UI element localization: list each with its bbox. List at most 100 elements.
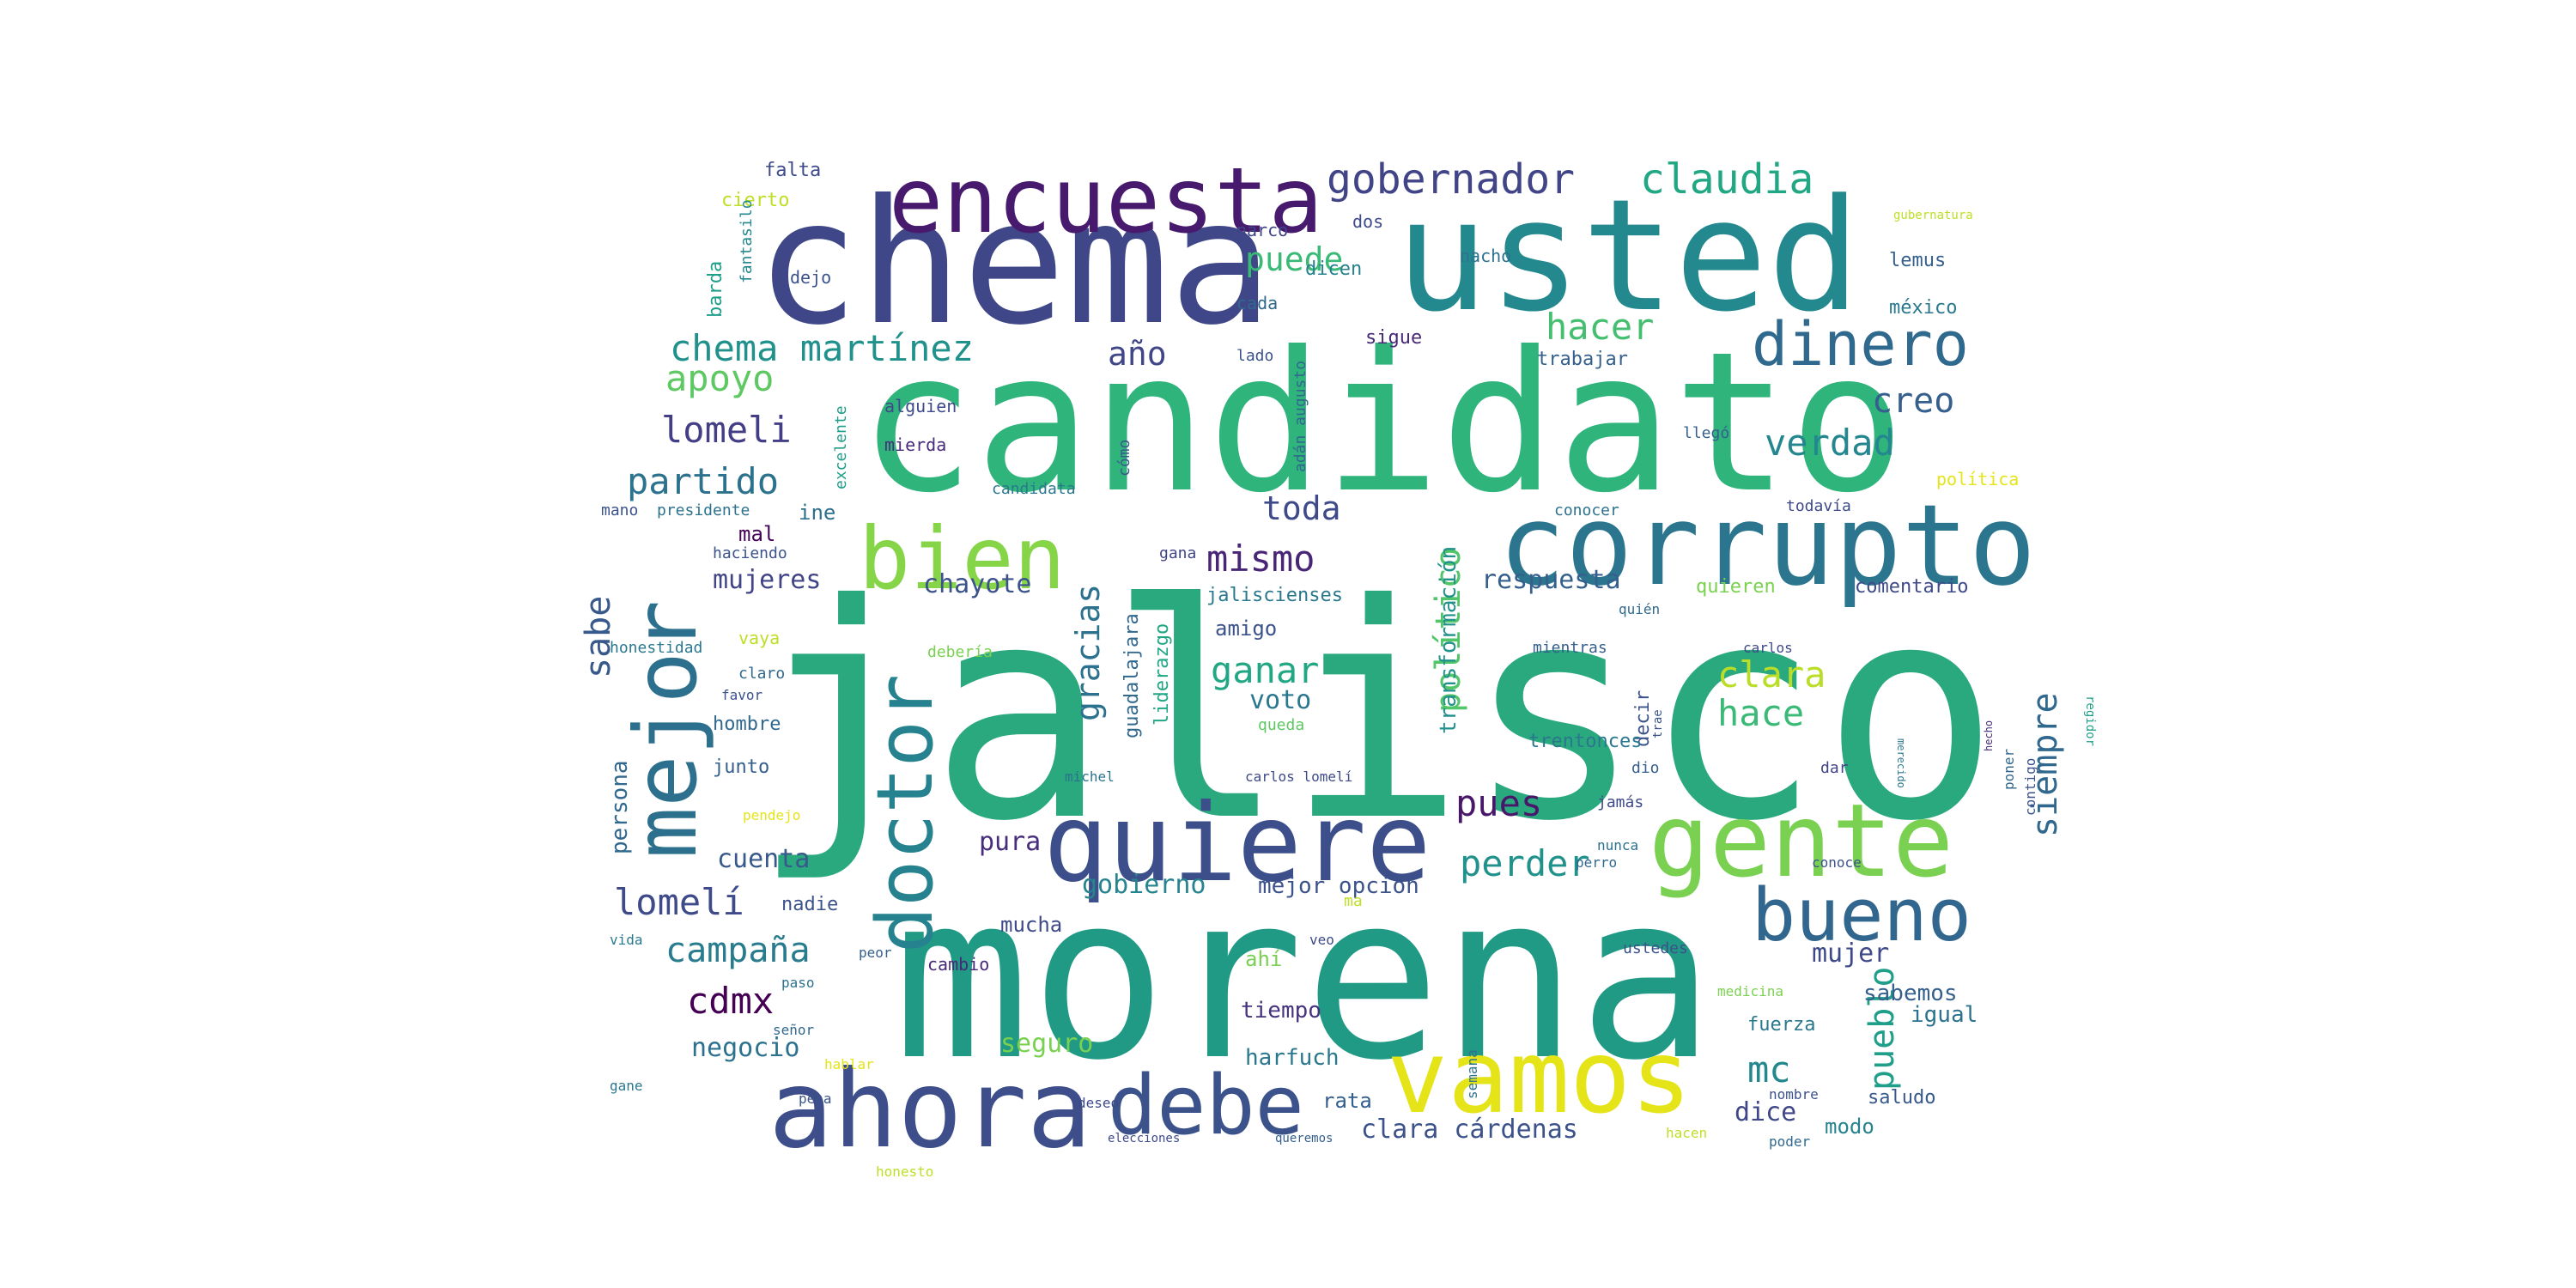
cloud-word: semana — [1464, 1049, 1480, 1099]
cloud-word: carlos — [1743, 640, 1793, 656]
cloud-word: toda — [1262, 489, 1341, 527]
cloud-word: mientras — [1533, 639, 1607, 657]
cloud-word: hacer — [1546, 306, 1654, 348]
cloud-word: siempre — [2026, 692, 2065, 837]
cloud-word: hacen — [1666, 1125, 1707, 1141]
cloud-word: señor — [773, 1022, 815, 1038]
cloud-word: dejo — [790, 267, 831, 288]
cloud-word: cierto — [721, 190, 789, 211]
cloud-word: morena — [893, 846, 1715, 1110]
cloud-word: conocer — [1554, 501, 1619, 519]
cloud-word: trabajar — [1537, 349, 1628, 370]
cloud-word: gobernador — [1327, 155, 1575, 204]
cloud-word: dicen — [1305, 258, 1362, 280]
cloud-word: mal — [738, 522, 775, 546]
medium-words: gobernador claudia chema martínez apoyo … — [579, 155, 2065, 1091]
cloud-word: política — [1936, 469, 2019, 489]
cloud-word: lomelí — [614, 881, 744, 923]
cloud-word: cada — [1236, 293, 1278, 313]
cloud-word: honestidad — [610, 639, 702, 657]
cloud-word: ahora — [769, 1048, 1091, 1172]
cloud-word: adán augusto — [1291, 361, 1309, 472]
cloud-word: regidor — [2083, 696, 2097, 746]
cloud-word: contigo — [2022, 758, 2038, 816]
cloud-word: candidato — [859, 311, 1905, 536]
cloud-word: cambio — [927, 954, 989, 975]
cloud-word: hombre — [713, 714, 781, 735]
cloud-word: conoce — [1812, 854, 1862, 871]
cloud-word: nadie — [781, 894, 838, 915]
cloud-word: poner — [2001, 748, 2017, 790]
cloud-word: persona — [607, 760, 633, 854]
cloud-word: quieren — [1696, 576, 1776, 598]
cloud-word: transformación — [1436, 546, 1461, 734]
cloud-word: seguro — [1000, 1029, 1093, 1059]
cloud-word: cdmx — [687, 980, 774, 1022]
cloud-word: gente — [1649, 781, 1953, 900]
cloud-word: comentario — [1855, 576, 1968, 598]
cloud-word: saludo — [1868, 1087, 1935, 1109]
cloud-word: trae — [1651, 709, 1665, 738]
cloud-word: favor — [721, 687, 763, 703]
cloud-word: sabemos — [1863, 981, 1958, 1006]
cloud-word: vaya — [738, 628, 780, 648]
cloud-word: respuesta — [1481, 565, 1621, 595]
cloud-word: pueblo — [1862, 967, 1902, 1091]
cloud-word: mejor — [616, 600, 716, 859]
cloud-word: junto — [713, 756, 769, 778]
cloud-word: barda — [705, 261, 726, 318]
cloud-word: lemus — [1889, 250, 1946, 271]
cloud-word: deseo — [1078, 1095, 1119, 1111]
cloud-word: nunca — [1597, 837, 1638, 854]
cloud-word: alguien — [884, 396, 957, 416]
cloud-word: falta — [764, 160, 821, 181]
cloud-word: gane — [610, 1078, 643, 1094]
cloud-word: jamás — [1597, 793, 1643, 811]
cloud-word: pura — [979, 827, 1041, 857]
cloud-word: dice — [1735, 1097, 1796, 1127]
cloud-word: mano — [601, 501, 638, 519]
cloud-word: mierda — [884, 434, 946, 455]
cloud-word: claro — [738, 665, 785, 683]
cloud-word: sigue — [1365, 327, 1422, 349]
cloud-word: vida — [610, 932, 643, 948]
cloud-word: queda — [1258, 716, 1304, 734]
cloud-word: pena — [799, 1091, 832, 1107]
cloud-word: gobierno — [1082, 870, 1206, 900]
cloud-word: fantasilo — [738, 199, 756, 283]
cloud-word: negocio — [691, 1033, 799, 1063]
cloud-word: puede — [1245, 240, 1343, 278]
cloud-word: dar — [1820, 759, 1849, 777]
cloud-word: chema martínez — [670, 327, 974, 369]
cloud-word: nacho — [1460, 246, 1511, 266]
cloud-word: hecho — [1983, 720, 1995, 751]
cloud-word: apoyo — [665, 357, 774, 399]
cloud-word: cuenta — [717, 844, 810, 874]
cloud-word: queremos — [1275, 1132, 1333, 1145]
cloud-word: dio — [1631, 759, 1660, 777]
cloud-word: ma — [1344, 892, 1363, 910]
cloud-word: lado — [1236, 347, 1273, 365]
cloud-word: veo — [1309, 932, 1334, 948]
cloud-word: liderazgo — [1151, 623, 1173, 726]
cloud-word: creo — [1872, 381, 1954, 421]
cloud-word: amigo — [1215, 617, 1277, 641]
cloud-word: mucha — [1000, 913, 1062, 937]
cloud-word: merecido — [1895, 738, 1907, 788]
cloud-word: vamos — [1387, 1018, 1692, 1136]
cloud-word: presidente — [657, 501, 750, 519]
cloud-word: harfuch — [1245, 1045, 1340, 1071]
cloud-word: modo — [1825, 1115, 1874, 1139]
cloud-word: debería — [927, 643, 993, 661]
cloud-word: paso — [781, 975, 815, 991]
cloud-word: gana — [1159, 544, 1196, 562]
cloud-word: clara cárdenas — [1361, 1115, 1578, 1145]
cloud-word: guadalajara — [1121, 613, 1143, 738]
cloud-word: jalisco — [751, 542, 2000, 886]
cloud-word: dinero — [1752, 309, 1969, 380]
cloud-word: hace — [1717, 692, 1804, 734]
cloud-word: encuesta — [889, 149, 1323, 253]
cloud-word: llegó — [1683, 424, 1729, 442]
cloud-word: narco — [1236, 220, 1288, 240]
